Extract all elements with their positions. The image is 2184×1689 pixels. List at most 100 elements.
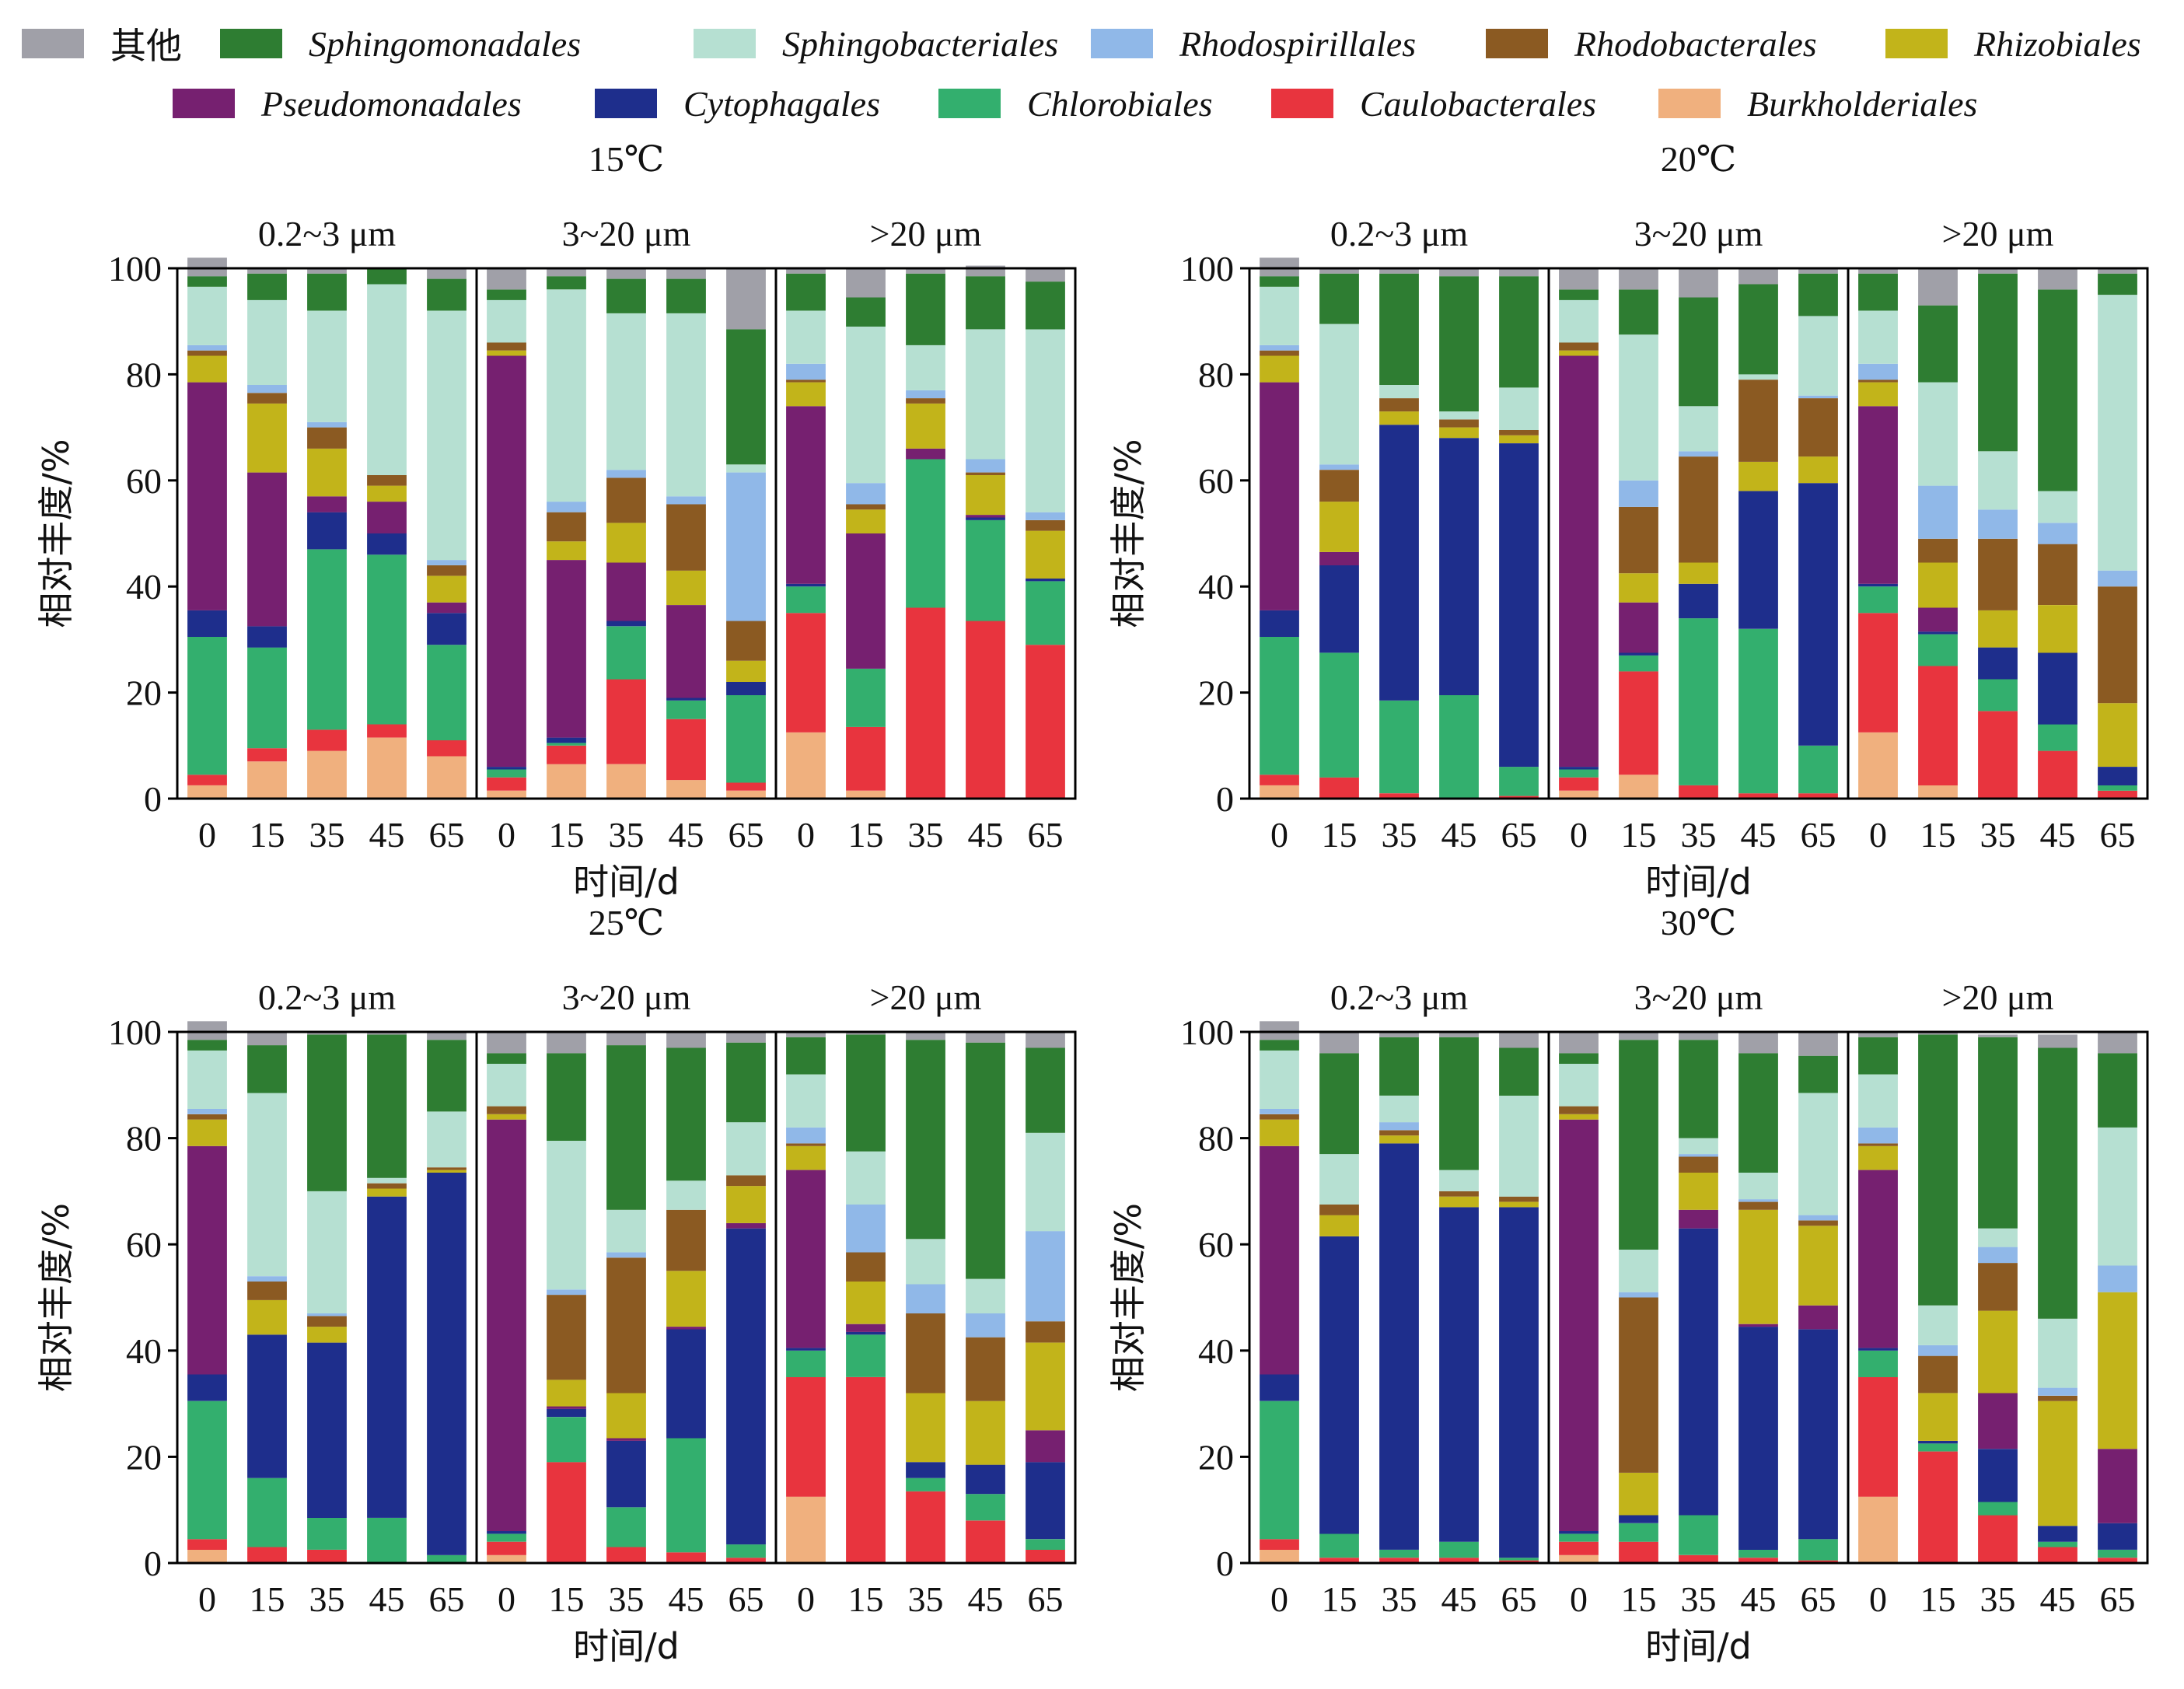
x-axis-label: 时间/d [573, 861, 680, 903]
bar-segment [1738, 793, 1778, 799]
bar-segment [1260, 1119, 1299, 1146]
bar-segment [846, 327, 886, 484]
bar-segment [1439, 268, 1479, 277]
bar-segment [1738, 1558, 1778, 1563]
plot-frame [176, 1030, 1077, 1565]
bar-segment [1858, 586, 1898, 614]
bar-segment [1559, 1119, 1599, 1531]
bar-segment [1026, 329, 1065, 512]
bar-segment [1260, 355, 1299, 383]
bar-segment [1798, 1215, 1838, 1221]
bar-segment [547, 268, 586, 277]
y-tick-label: 60 [1198, 1225, 1234, 1264]
bar-segment [1026, 1032, 1065, 1048]
bar-segment [786, 1377, 826, 1497]
bar-segment [547, 1289, 586, 1296]
bar-segment [1798, 1539, 1838, 1561]
x-tick-label: 0 [198, 815, 216, 855]
legend-swatch [220, 29, 282, 58]
bar-segment [547, 1053, 586, 1141]
bar-segment [786, 273, 826, 311]
bar-segment [1738, 1199, 1778, 1202]
bar-segment [187, 1549, 227, 1563]
bar-segment [726, 1186, 766, 1223]
bar-segment [1858, 613, 1898, 733]
bar-segment [367, 475, 407, 486]
bar-segment [1499, 443, 1539, 768]
bar-segment [2038, 1395, 2077, 1401]
bar-segment [966, 475, 1005, 516]
x-tick-label: 45 [2040, 815, 2076, 855]
bar-segment [547, 1406, 586, 1409]
legend-item: Sphingomonadales [220, 20, 581, 67]
legend-swatch [1486, 29, 1548, 58]
bar-segment [606, 562, 646, 621]
bar-segment [1260, 1109, 1299, 1114]
bar-segment [487, 299, 526, 343]
size-fraction-label: 3~20 μm [1634, 977, 1763, 1017]
bar-segment [2098, 295, 2137, 571]
bar-segment [247, 647, 287, 749]
bar-segment [547, 289, 586, 502]
bar-segment [1858, 1170, 1898, 1348]
bar-segment [666, 496, 706, 505]
bar-segment [606, 470, 646, 478]
bar-segment [2098, 1292, 2137, 1449]
bar-segment [1260, 610, 1299, 637]
bar-segment [307, 1316, 347, 1327]
x-tick-label: 0 [797, 1579, 815, 1619]
bar-segment [427, 268, 467, 279]
bar-segment [2038, 605, 2077, 653]
bar-segment [1978, 1502, 2018, 1516]
bar-segment [1379, 268, 1419, 274]
bar-segment [247, 1477, 287, 1547]
bar-segment [1026, 1342, 1065, 1431]
bar-segment [966, 459, 1005, 473]
bar-segment [606, 1438, 646, 1441]
x-tick-label: 0 [1570, 815, 1588, 855]
bar-segment [1679, 456, 1718, 563]
size-fraction-label: 0.2~3 μm [258, 977, 397, 1017]
x-tick-label: 35 [609, 815, 645, 855]
bar-segment [966, 329, 1005, 460]
bar-segment [1679, 1156, 1718, 1173]
bar-segment [1798, 456, 1838, 484]
x-tick-label: 35 [908, 815, 944, 855]
bar-segment [2098, 570, 2137, 587]
x-tick-label: 65 [729, 815, 764, 855]
legend-label: Burkholderiales [1747, 83, 1978, 124]
bar-segment [726, 329, 766, 465]
bar-segment [2098, 1053, 2137, 1128]
bar-segment [547, 764, 586, 799]
x-tick-label: 65 [1028, 815, 1064, 855]
bar-segment [427, 575, 467, 603]
bar-segment [247, 273, 287, 300]
size-fraction-label: 0.2~3 μm [1330, 214, 1469, 254]
bar-segment [307, 1034, 347, 1191]
bar-segment [1379, 411, 1419, 425]
bar-segment [1319, 323, 1359, 465]
x-tick-label: 45 [968, 815, 1004, 855]
bar-segment [1619, 573, 1658, 603]
bar-segment [966, 1464, 1005, 1495]
bar-segment [2098, 1127, 2137, 1266]
y-tick-label: 40 [126, 567, 162, 607]
x-tick-label: 0 [1869, 1579, 1887, 1619]
x-tick-label: 15 [848, 1579, 884, 1619]
bar-segment [1619, 1250, 1658, 1292]
bar-segment [1978, 1393, 2018, 1449]
bar-segment [1026, 1132, 1065, 1232]
bar-segment [1918, 1034, 1958, 1306]
legend-label: Rhodobacterales [1574, 23, 1817, 64]
x-tick-label: 65 [1028, 1579, 1064, 1619]
bar-segment [606, 1440, 646, 1508]
bar-segment [187, 1401, 227, 1540]
bar-segment [487, 1533, 526, 1542]
bar-segment [1798, 1032, 1838, 1056]
bar-segment [966, 1520, 1005, 1563]
bar-segment [1978, 538, 2018, 610]
bar-segment [1918, 1355, 1958, 1394]
bar-segment [427, 756, 467, 799]
bar-segment [1260, 637, 1299, 775]
bar-segment [1559, 1531, 1599, 1534]
